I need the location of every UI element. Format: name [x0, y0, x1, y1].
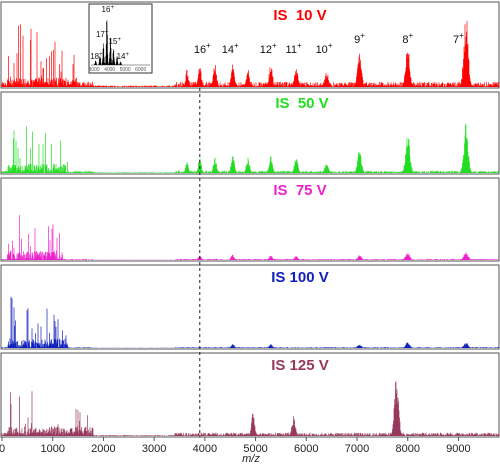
inset-charge-label: 17+ — [96, 30, 109, 39]
inset-charge-label: 18+ — [90, 52, 103, 61]
x-tick-label: 0 — [0, 443, 5, 455]
spectra-panels: IS 10 V 16+ 14+ 12+ 11+ 10+ 9+ 8+ 7+ IS 50 V IS 75… — [0, 1, 500, 438]
inset-tick-label: 4000 — [104, 67, 115, 73]
x-tick-label: 6000 — [294, 443, 318, 455]
x-tick-label: 3000 — [142, 443, 166, 455]
x-axis: 0 1000 2000 3000 4000 5000 6000 7000 8000 9000 — [0, 88, 499, 455]
inset-tick-label: 5000 — [120, 67, 131, 73]
inset-charge-label: 15+ — [109, 37, 122, 46]
charge-state-label: 16+ — [194, 41, 211, 56]
ion-source-voltage-label: IS 50 V — [275, 95, 328, 112]
panel-frame — [0, 177, 500, 262]
charge-state-label: 9+ — [354, 31, 365, 46]
spectrum-panel: IS 100 V — [0, 264, 500, 350]
inset-spectrum: 3000 4000 5000 6000 16+ 17+15+ 18+ 14+ — [88, 3, 153, 74]
x-tick-label: 5000 — [243, 443, 267, 455]
x-tick-label: 8000 — [395, 443, 419, 455]
charge-state-label: 7+ — [453, 31, 464, 46]
x-tick-label: 9000 — [446, 443, 470, 455]
spectrum-panel: IS 75 V — [0, 177, 500, 262]
spectrum-panel: IS 125 V — [0, 352, 500, 438]
charge-state-label: 14+ — [222, 41, 239, 56]
charge-state-label: 12+ — [260, 41, 277, 56]
panel-frame — [0, 91, 500, 175]
ion-source-voltage-label: IS 125 V — [271, 357, 329, 374]
charge-state-label: 10+ — [316, 41, 333, 56]
x-tick-label: 7000 — [345, 443, 369, 455]
spectrum-trace — [1, 20, 500, 87]
inset-charge-label: 16+ — [102, 5, 115, 14]
x-tick-label: 1000 — [40, 443, 64, 455]
panel-frame — [0, 1, 500, 89]
ion-source-voltage-label: IS 100 V — [271, 269, 329, 286]
spectrum-trace — [1, 215, 500, 260]
charge-state-label: 8+ — [402, 31, 413, 46]
spectrum-panel: IS 50 V — [0, 91, 500, 175]
spectrum-panel: IS 10 V 16+ 14+ 12+ 11+ 10+ 9+ 8+ 7+ — [0, 1, 500, 89]
charge-state-label: 11+ — [286, 41, 302, 56]
spectrum-trace — [1, 296, 500, 348]
panel-frame — [0, 264, 500, 350]
x-tick-label: 2000 — [91, 443, 115, 455]
ion-source-voltage-label: IS 75 V — [273, 182, 326, 199]
inset-tick-label: 3000 — [89, 67, 100, 73]
x-tick-label: 4000 — [193, 443, 217, 455]
spectrum-trace — [1, 381, 500, 436]
ion-source-voltage-label: IS 10 V — [273, 7, 326, 24]
inset-charge-label: 14+ — [117, 52, 130, 61]
x-axis-title: m/z — [242, 453, 260, 465]
inset-tick-label: 6000 — [135, 67, 146, 73]
spectrum-trace — [1, 124, 500, 173]
